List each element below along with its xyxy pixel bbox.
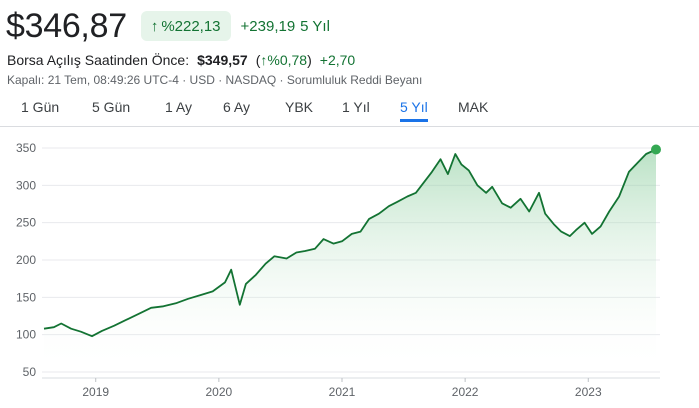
y-axis: 350 300 250 200 150 100 50: [16, 141, 36, 379]
tab-max[interactable]: MAK: [458, 99, 489, 115]
chart-area-fill: [44, 149, 656, 372]
price-chart[interactable]: 350 300 250 200 150 100 50 2019 2020 2021 2022 202…: [0, 130, 699, 408]
change-absolute: +239,19: [240, 17, 296, 35]
y-tick-label: 100: [16, 328, 36, 342]
premarket-label: Borsa Açılış Saatinden Önce:: [7, 52, 190, 68]
tab-1-year[interactable]: 1 Yıl: [342, 99, 370, 115]
current-price: $346,87: [6, 7, 127, 45]
change-period: 5 Yıl: [300, 17, 330, 35]
change-summary: +239,19 5 Yıl: [241, 18, 330, 35]
chart-price-line: [43, 148, 657, 338]
tab-5-years[interactable]: 5 Yıl: [400, 99, 428, 122]
tab-5-days[interactable]: 5 Gün: [92, 99, 131, 115]
premarket-change: +2,70: [319, 52, 356, 68]
premarket-percent: (↑%0,78): [256, 52, 312, 68]
y-tick-label: 50: [23, 365, 37, 379]
x-tick-label: 2020: [206, 385, 233, 399]
arrow-up-icon: ↑: [150, 17, 159, 35]
market-status-line: Kapalı: 21 Tem, 08:49:26 UTC-4 · USD · N…: [7, 73, 423, 87]
header-divider: [0, 126, 699, 127]
x-tick-label: 2019: [82, 385, 109, 399]
premarket-price: $349,57: [197, 52, 248, 68]
y-tick-label: 300: [16, 178, 36, 192]
tab-ytd[interactable]: YBK: [285, 99, 314, 115]
y-tick-label: 350: [16, 141, 36, 155]
x-tick-label: 2022: [452, 385, 479, 399]
x-tick-label: 2021: [329, 385, 356, 399]
range-tabs: 1 Gün 5 Gün 1 Ay 6 Ay YBK 1 Yıl 5 Yıl MA…: [0, 95, 699, 123]
change-percent-badge: ↑ %222,13: [140, 11, 231, 41]
premarket-paren-close: ): [307, 52, 312, 68]
x-tick-label: 2023: [575, 385, 602, 399]
arrow-up-icon: ↑: [260, 52, 268, 68]
premarket-paren-open: (: [255, 52, 261, 68]
tab-1-month[interactable]: 1 Ay: [165, 99, 192, 115]
quote-header: $346,87 ↑ %222,13 +239,19 5 Yıl: [6, 6, 330, 46]
tab-1-day[interactable]: 1 Gün: [21, 99, 60, 115]
y-tick-label: 250: [16, 216, 36, 230]
current-price-dot: [651, 144, 661, 155]
premarket-row: Borsa Açılış Saatinden Önce: $349,57 (↑%0,…: [7, 52, 355, 68]
tab-6-months[interactable]: 6 Ay: [223, 99, 250, 115]
y-tick-label: 200: [16, 253, 36, 267]
premarket-percent-value: %0,78: [267, 52, 308, 68]
x-axis: 2019 2020 2021 2022 2023: [42, 377, 660, 399]
y-tick-label: 150: [16, 290, 36, 304]
change-percent: %222,13: [161, 17, 221, 35]
